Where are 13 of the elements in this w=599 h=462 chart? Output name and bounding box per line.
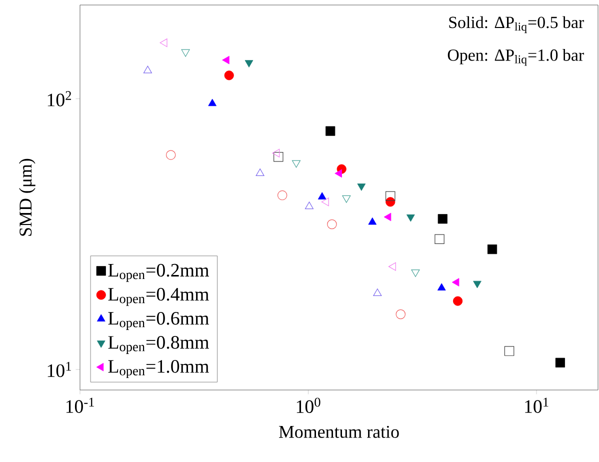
legend-label: L$_{open}$=0.6mm <box>108 312 209 330</box>
x-tick-label: 10$^{1}$ <box>525 398 548 413</box>
x-tick-label: 10$^{-1}$ <box>66 398 94 413</box>
legend-label: L$_{open}$=0.8mm <box>108 336 209 354</box>
x-tick-label: 10$^{0}$ <box>296 398 320 414</box>
x-axis-title: Momentum ratio <box>279 426 399 438</box>
legend-label: L$_{open}$=0.4mm <box>108 288 209 306</box>
legend-label: L$_{open}$=1.0mm <box>108 360 209 378</box>
y-tick-label: 10$^{2}$ <box>48 91 72 106</box>
annotation: Open: ΔP$_{liq}$=1.0 bar <box>448 48 584 66</box>
legend-label: L$_{open}$=0.2mm <box>108 264 209 282</box>
y-axis-title: SMD (μm) <box>19 158 36 236</box>
annotation: Solid: ΔP$_{liq}$=0.5 bar <box>449 16 584 34</box>
